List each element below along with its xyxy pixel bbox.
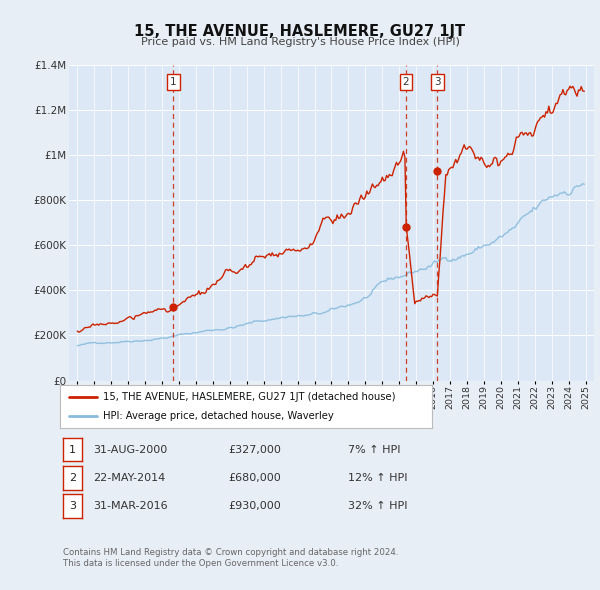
Text: 22-MAY-2014: 22-MAY-2014	[93, 473, 165, 483]
Text: 15, THE AVENUE, HASLEMERE, GU27 1JT: 15, THE AVENUE, HASLEMERE, GU27 1JT	[134, 24, 466, 38]
Text: £930,000: £930,000	[228, 502, 281, 511]
Text: 31-AUG-2000: 31-AUG-2000	[93, 445, 167, 454]
Text: Contains HM Land Registry data © Crown copyright and database right 2024.: Contains HM Land Registry data © Crown c…	[63, 548, 398, 556]
Text: 7% ↑ HPI: 7% ↑ HPI	[348, 445, 401, 454]
Text: This data is licensed under the Open Government Licence v3.0.: This data is licensed under the Open Gov…	[63, 559, 338, 568]
Text: £680,000: £680,000	[228, 473, 281, 483]
Text: 32% ↑ HPI: 32% ↑ HPI	[348, 502, 407, 511]
Text: Price paid vs. HM Land Registry's House Price Index (HPI): Price paid vs. HM Land Registry's House …	[140, 37, 460, 47]
Text: 15, THE AVENUE, HASLEMERE, GU27 1JT (detached house): 15, THE AVENUE, HASLEMERE, GU27 1JT (det…	[103, 392, 395, 402]
Text: 2: 2	[69, 473, 76, 483]
Text: 12% ↑ HPI: 12% ↑ HPI	[348, 473, 407, 483]
Text: 2: 2	[403, 77, 409, 87]
Text: 3: 3	[69, 502, 76, 511]
Text: 31-MAR-2016: 31-MAR-2016	[93, 502, 167, 511]
Text: 3: 3	[434, 77, 440, 87]
Text: £327,000: £327,000	[228, 445, 281, 454]
Text: 1: 1	[170, 77, 177, 87]
Text: HPI: Average price, detached house, Waverley: HPI: Average price, detached house, Wave…	[103, 411, 334, 421]
Text: 1: 1	[69, 445, 76, 454]
